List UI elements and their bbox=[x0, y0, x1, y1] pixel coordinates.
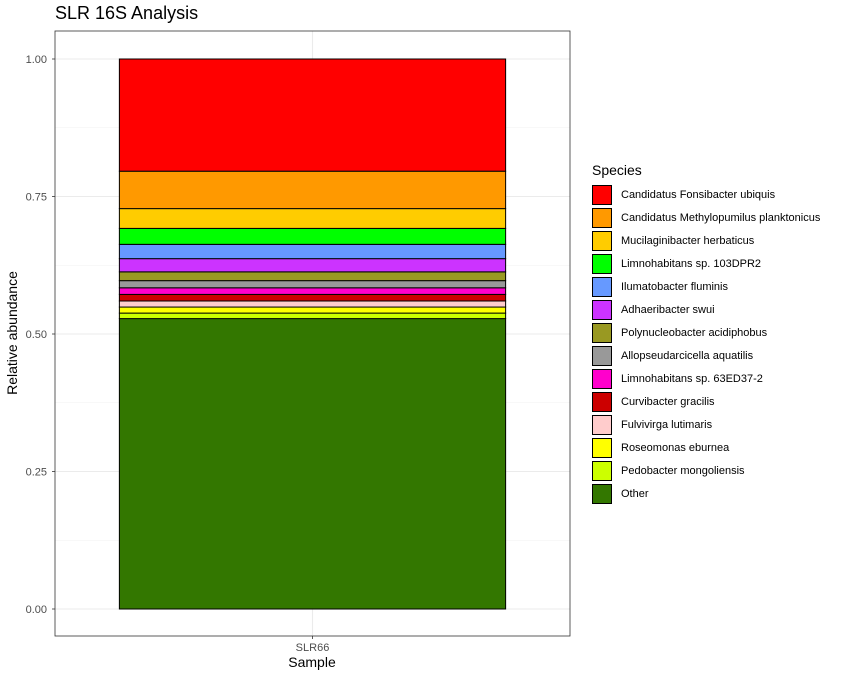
bar-segment bbox=[118, 208, 507, 229]
legend-item: Curvibacter gracilis bbox=[592, 390, 820, 413]
legend-item: Candidatus Methylopumilus planktonicus bbox=[592, 206, 820, 229]
bar-segment bbox=[118, 271, 507, 282]
chart-title: SLR 16S Analysis bbox=[55, 3, 199, 23]
bar-segment bbox=[118, 318, 507, 610]
legend-label: Mucilaginibacter herbaticus bbox=[621, 234, 755, 247]
legend-label: Candidatus Fonsibacter ubiquis bbox=[621, 188, 776, 201]
bar-segment bbox=[118, 58, 507, 172]
legend-label: Candidatus Methylopumilus planktonicus bbox=[621, 211, 821, 224]
y-tick-label: 0.25 bbox=[26, 467, 47, 479]
legend-key bbox=[592, 322, 612, 343]
legend-item: Pedobacter mongoliensis bbox=[592, 459, 820, 482]
y-tick-label: 0.50 bbox=[26, 329, 47, 341]
legend-key bbox=[592, 437, 612, 458]
legend-label: Other bbox=[621, 487, 649, 500]
x-tick-label: SLR66 bbox=[296, 642, 330, 654]
legend-item: Other bbox=[592, 482, 820, 505]
legend-items: Candidatus Fonsibacter ubiquis Candidatus… bbox=[592, 183, 820, 505]
legend-key bbox=[592, 276, 612, 297]
legend-label: Adhaeribacter swui bbox=[621, 303, 715, 316]
legend-label: Roseomonas eburnea bbox=[621, 441, 730, 454]
legend-key bbox=[592, 368, 612, 389]
legend-key bbox=[592, 207, 612, 228]
y-axis-title: Relative abundance bbox=[4, 271, 20, 395]
legend-item: Limnohabitans sp. 103DPR2 bbox=[592, 252, 820, 275]
legend-item: Limnohabitans sp. 63ED37-2 bbox=[592, 367, 820, 390]
legend-key bbox=[592, 460, 612, 481]
legend-label: Pedobacter mongoliensis bbox=[621, 464, 745, 477]
legend-key bbox=[592, 414, 612, 435]
legend-label: Allopseudarcicella aquatilis bbox=[621, 349, 754, 362]
legend-label: Curvibacter gracilis bbox=[621, 395, 715, 408]
legend-key bbox=[592, 184, 612, 205]
legend-key bbox=[592, 230, 612, 251]
legend-label: Limnohabitans sp. 103DPR2 bbox=[621, 257, 762, 270]
legend-item: Roseomonas eburnea bbox=[592, 436, 820, 459]
bar-segment bbox=[118, 293, 507, 302]
y-tick-label: 1.00 bbox=[26, 54, 47, 66]
bar-segment bbox=[118, 170, 507, 210]
x-axis-title: Sample bbox=[288, 654, 336, 670]
legend-title: Species bbox=[592, 162, 642, 178]
legend-label: Ilumatobacter fluminis bbox=[621, 280, 728, 293]
legend-key bbox=[592, 391, 612, 412]
legend-item: Ilumatobacter fluminis bbox=[592, 275, 820, 298]
legend-item: Candidatus Fonsibacter ubiquis bbox=[592, 183, 820, 206]
bar-segment bbox=[118, 287, 507, 295]
bar-segment bbox=[118, 312, 507, 320]
bar-segment bbox=[118, 258, 507, 273]
legend-key bbox=[592, 345, 612, 366]
legend: Species Candidatus Fonsibacter ubiquis Ca… bbox=[592, 160, 820, 505]
legend-item: Allopseudarcicella aquatilis bbox=[592, 344, 820, 367]
legend-key bbox=[592, 299, 612, 320]
bar-segment bbox=[118, 280, 507, 289]
legend-label: Fulvivirga lutimaris bbox=[621, 418, 713, 431]
legend-item: Fulvivirga lutimaris bbox=[592, 413, 820, 436]
legend-label: Polynucleobacter acidiphobus bbox=[621, 326, 768, 339]
legend-item: Polynucleobacter acidiphobus bbox=[592, 321, 820, 344]
bar-segment bbox=[118, 300, 507, 308]
legend-key bbox=[592, 483, 612, 504]
bar-layer bbox=[118, 58, 507, 610]
bar-segment bbox=[118, 306, 507, 314]
bar-segment bbox=[118, 227, 507, 245]
legend-item: Adhaeribacter swui bbox=[592, 298, 820, 321]
bar-segment bbox=[118, 243, 507, 260]
y-tick-label: 0.00 bbox=[26, 604, 47, 616]
legend-key bbox=[592, 253, 612, 274]
legend-item: Mucilaginibacter herbaticus bbox=[592, 229, 820, 252]
y-tick-label: 0.75 bbox=[26, 192, 47, 204]
axis-layer: 0.00 0.25 0.50 0.75 1.00 SLR66 bbox=[26, 30, 571, 654]
legend-label: Limnohabitans sp. 63ED37-2 bbox=[621, 372, 763, 385]
